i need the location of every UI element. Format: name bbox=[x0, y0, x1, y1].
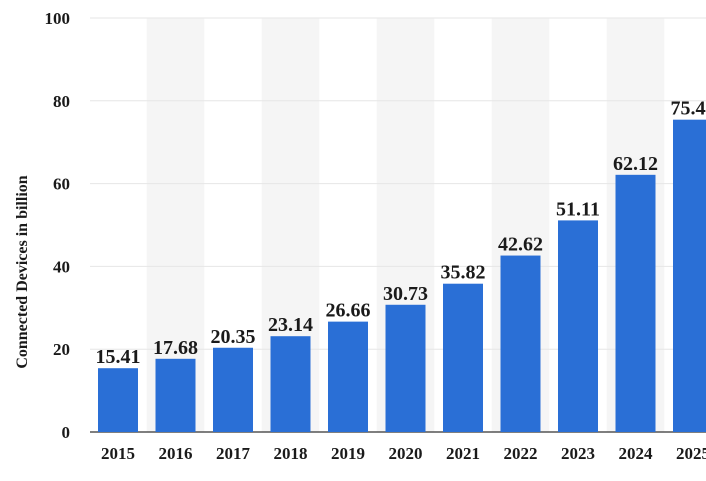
bar-2020 bbox=[385, 304, 426, 432]
bar-2023 bbox=[558, 220, 598, 432]
bar-2019 bbox=[328, 321, 368, 432]
value-label: 42.62 bbox=[498, 234, 543, 256]
x-tick-label: 2024 bbox=[619, 444, 654, 463]
x-tick-label: 2020 bbox=[389, 444, 423, 463]
bar-2015 bbox=[98, 368, 138, 432]
bar-2022 bbox=[500, 255, 541, 432]
x-tick-label: 2019 bbox=[331, 444, 365, 463]
value-label: 15.41 bbox=[96, 346, 141, 368]
value-label: 75.44 bbox=[671, 98, 706, 120]
bar-2017 bbox=[213, 347, 253, 432]
y-tick-labels: 0 20 40 60 80 100 bbox=[45, 9, 71, 442]
x-tick-label: 2017 bbox=[216, 444, 251, 463]
value-label: 23.14 bbox=[268, 314, 313, 336]
y-tick-label: 100 bbox=[45, 9, 71, 28]
y-tick-label: 0 bbox=[62, 423, 71, 442]
x-tick-label: 2025 bbox=[676, 444, 706, 463]
y-axis-title: Connected Devices in billion bbox=[14, 175, 31, 368]
bar-2018 bbox=[270, 336, 311, 432]
x-tick-label: 2023 bbox=[561, 444, 595, 463]
bars bbox=[98, 119, 706, 433]
value-label: 30.73 bbox=[383, 283, 428, 305]
value-label: 35.82 bbox=[441, 262, 486, 284]
y-tick-label: 60 bbox=[53, 175, 70, 194]
x-tick-label: 2018 bbox=[274, 444, 308, 463]
y-tick-label: 40 bbox=[53, 257, 70, 276]
bar-2024 bbox=[615, 174, 656, 433]
x-tick-label: 2015 bbox=[101, 444, 135, 463]
value-label: 26.66 bbox=[326, 300, 371, 322]
value-labels: 15.41 17.68 20.35 23.14 26.66 30.73 35.82 42.62… bbox=[96, 98, 706, 369]
x-tick-labels: 2015 2016 2017 2018 2019 2020 2021 2022 2023 2024… bbox=[101, 444, 706, 463]
bar-2021 bbox=[443, 283, 483, 432]
value-label: 17.68 bbox=[153, 337, 198, 359]
x-tick-label: 2022 bbox=[504, 444, 538, 463]
x-tick-label: 2021 bbox=[446, 444, 480, 463]
value-label: 62.12 bbox=[613, 153, 658, 175]
x-tick-label: 2016 bbox=[159, 444, 193, 463]
value-label: 20.35 bbox=[211, 326, 256, 348]
value-label: 51.11 bbox=[556, 198, 600, 220]
bar-2016 bbox=[155, 358, 196, 432]
y-tick-label: 20 bbox=[53, 340, 70, 359]
y-tick-label: 80 bbox=[53, 92, 70, 111]
bar-2025 bbox=[673, 119, 706, 432]
